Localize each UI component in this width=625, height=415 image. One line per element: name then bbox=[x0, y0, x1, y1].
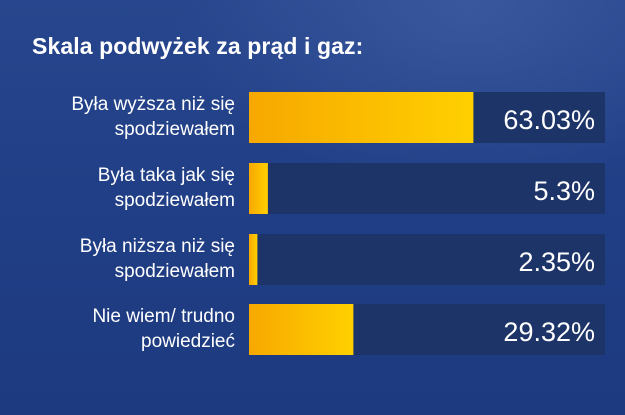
category-label: Była niższa niż się spodziewałem bbox=[80, 236, 235, 282]
value-label: 5.3% bbox=[533, 176, 595, 206]
category-label-line: spodziewałem bbox=[115, 119, 235, 140]
category-label-line: Była niższa niż się bbox=[80, 236, 235, 257]
bar-row-1: Była wyższa niż się spodziewałem 63.03% bbox=[71, 92, 605, 143]
bar-row-4: Nie wiem/ trudno powiedzieć 29.32% bbox=[92, 304, 605, 355]
category-label: Była wyższa niż się spodziewałem bbox=[71, 94, 235, 140]
category-label-line: Była wyższa niż się bbox=[71, 94, 235, 115]
value-label: 2.35% bbox=[518, 247, 595, 277]
category-label: Była taka jak się spodziewałem bbox=[98, 165, 235, 211]
value-label: 29.32% bbox=[503, 317, 595, 347]
category-label: Nie wiem/ trudno powiedzieć bbox=[92, 306, 235, 352]
category-label-line: Nie wiem/ trudno bbox=[92, 306, 235, 327]
bar-row-2: Była taka jak się spodziewałem 5.3% bbox=[98, 163, 605, 214]
category-label-line: powiedzieć bbox=[141, 331, 235, 352]
bar bbox=[249, 92, 474, 143]
bar-track bbox=[249, 163, 605, 214]
bar bbox=[249, 163, 268, 214]
value-label: 63.03% bbox=[503, 105, 595, 135]
bar bbox=[249, 234, 258, 285]
category-label-line: spodziewałem bbox=[115, 190, 235, 211]
bar-track bbox=[249, 234, 605, 285]
bar-row-3: Była niższa niż się spodziewałem 2.35% bbox=[80, 234, 605, 285]
bar bbox=[249, 304, 354, 355]
chart-title: Skala podwyżek za prąd i gaz: bbox=[32, 33, 364, 59]
category-label-line: Była taka jak się bbox=[98, 165, 235, 186]
category-label-line: spodziewałem bbox=[115, 261, 235, 282]
